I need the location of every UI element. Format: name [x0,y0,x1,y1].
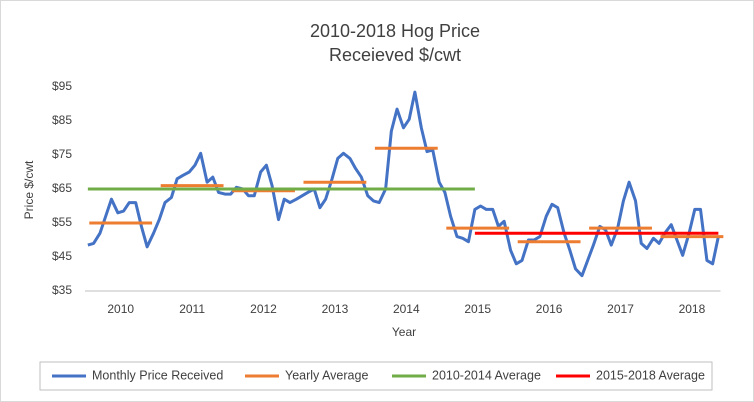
x-tick-label: 2015 [464,302,491,316]
x-tick-label: 2010 [107,302,134,316]
y-tick-label: $75 [52,147,72,161]
legend-label: Yearly Average [285,368,368,382]
y-tick-label: $55 [52,215,72,229]
x-tick-label: 2013 [322,302,349,316]
legend-label: Monthly Price Received [92,368,223,382]
x-tick-label: 2011 [179,302,205,316]
y-tick-label: $65 [52,181,72,195]
x-tick-label: 2016 [536,302,563,316]
legend-label: 2010-2014 Average [432,368,541,382]
series-line [87,90,720,278]
x-tick-label: 2012 [250,302,277,316]
x-tick-label: 2017 [607,302,634,316]
y-tick-label: $35 [52,283,72,297]
y-tick-label: $45 [52,249,72,263]
y-tick-label: $85 [52,113,72,127]
x-tick-label: 2014 [393,302,420,316]
x-tick-label: 2018 [679,302,706,316]
x-axis-label: Year [392,325,416,339]
legend-label: 2015-2018 Average [596,368,705,382]
legend-box [39,361,713,391]
y-tick-label: $95 [52,79,72,93]
chart-title: Receieved $/cwt [329,45,461,65]
chart-title: 2010-2018 Hog Price [310,21,480,41]
y-axis-label: Price $/cwt [22,160,36,219]
